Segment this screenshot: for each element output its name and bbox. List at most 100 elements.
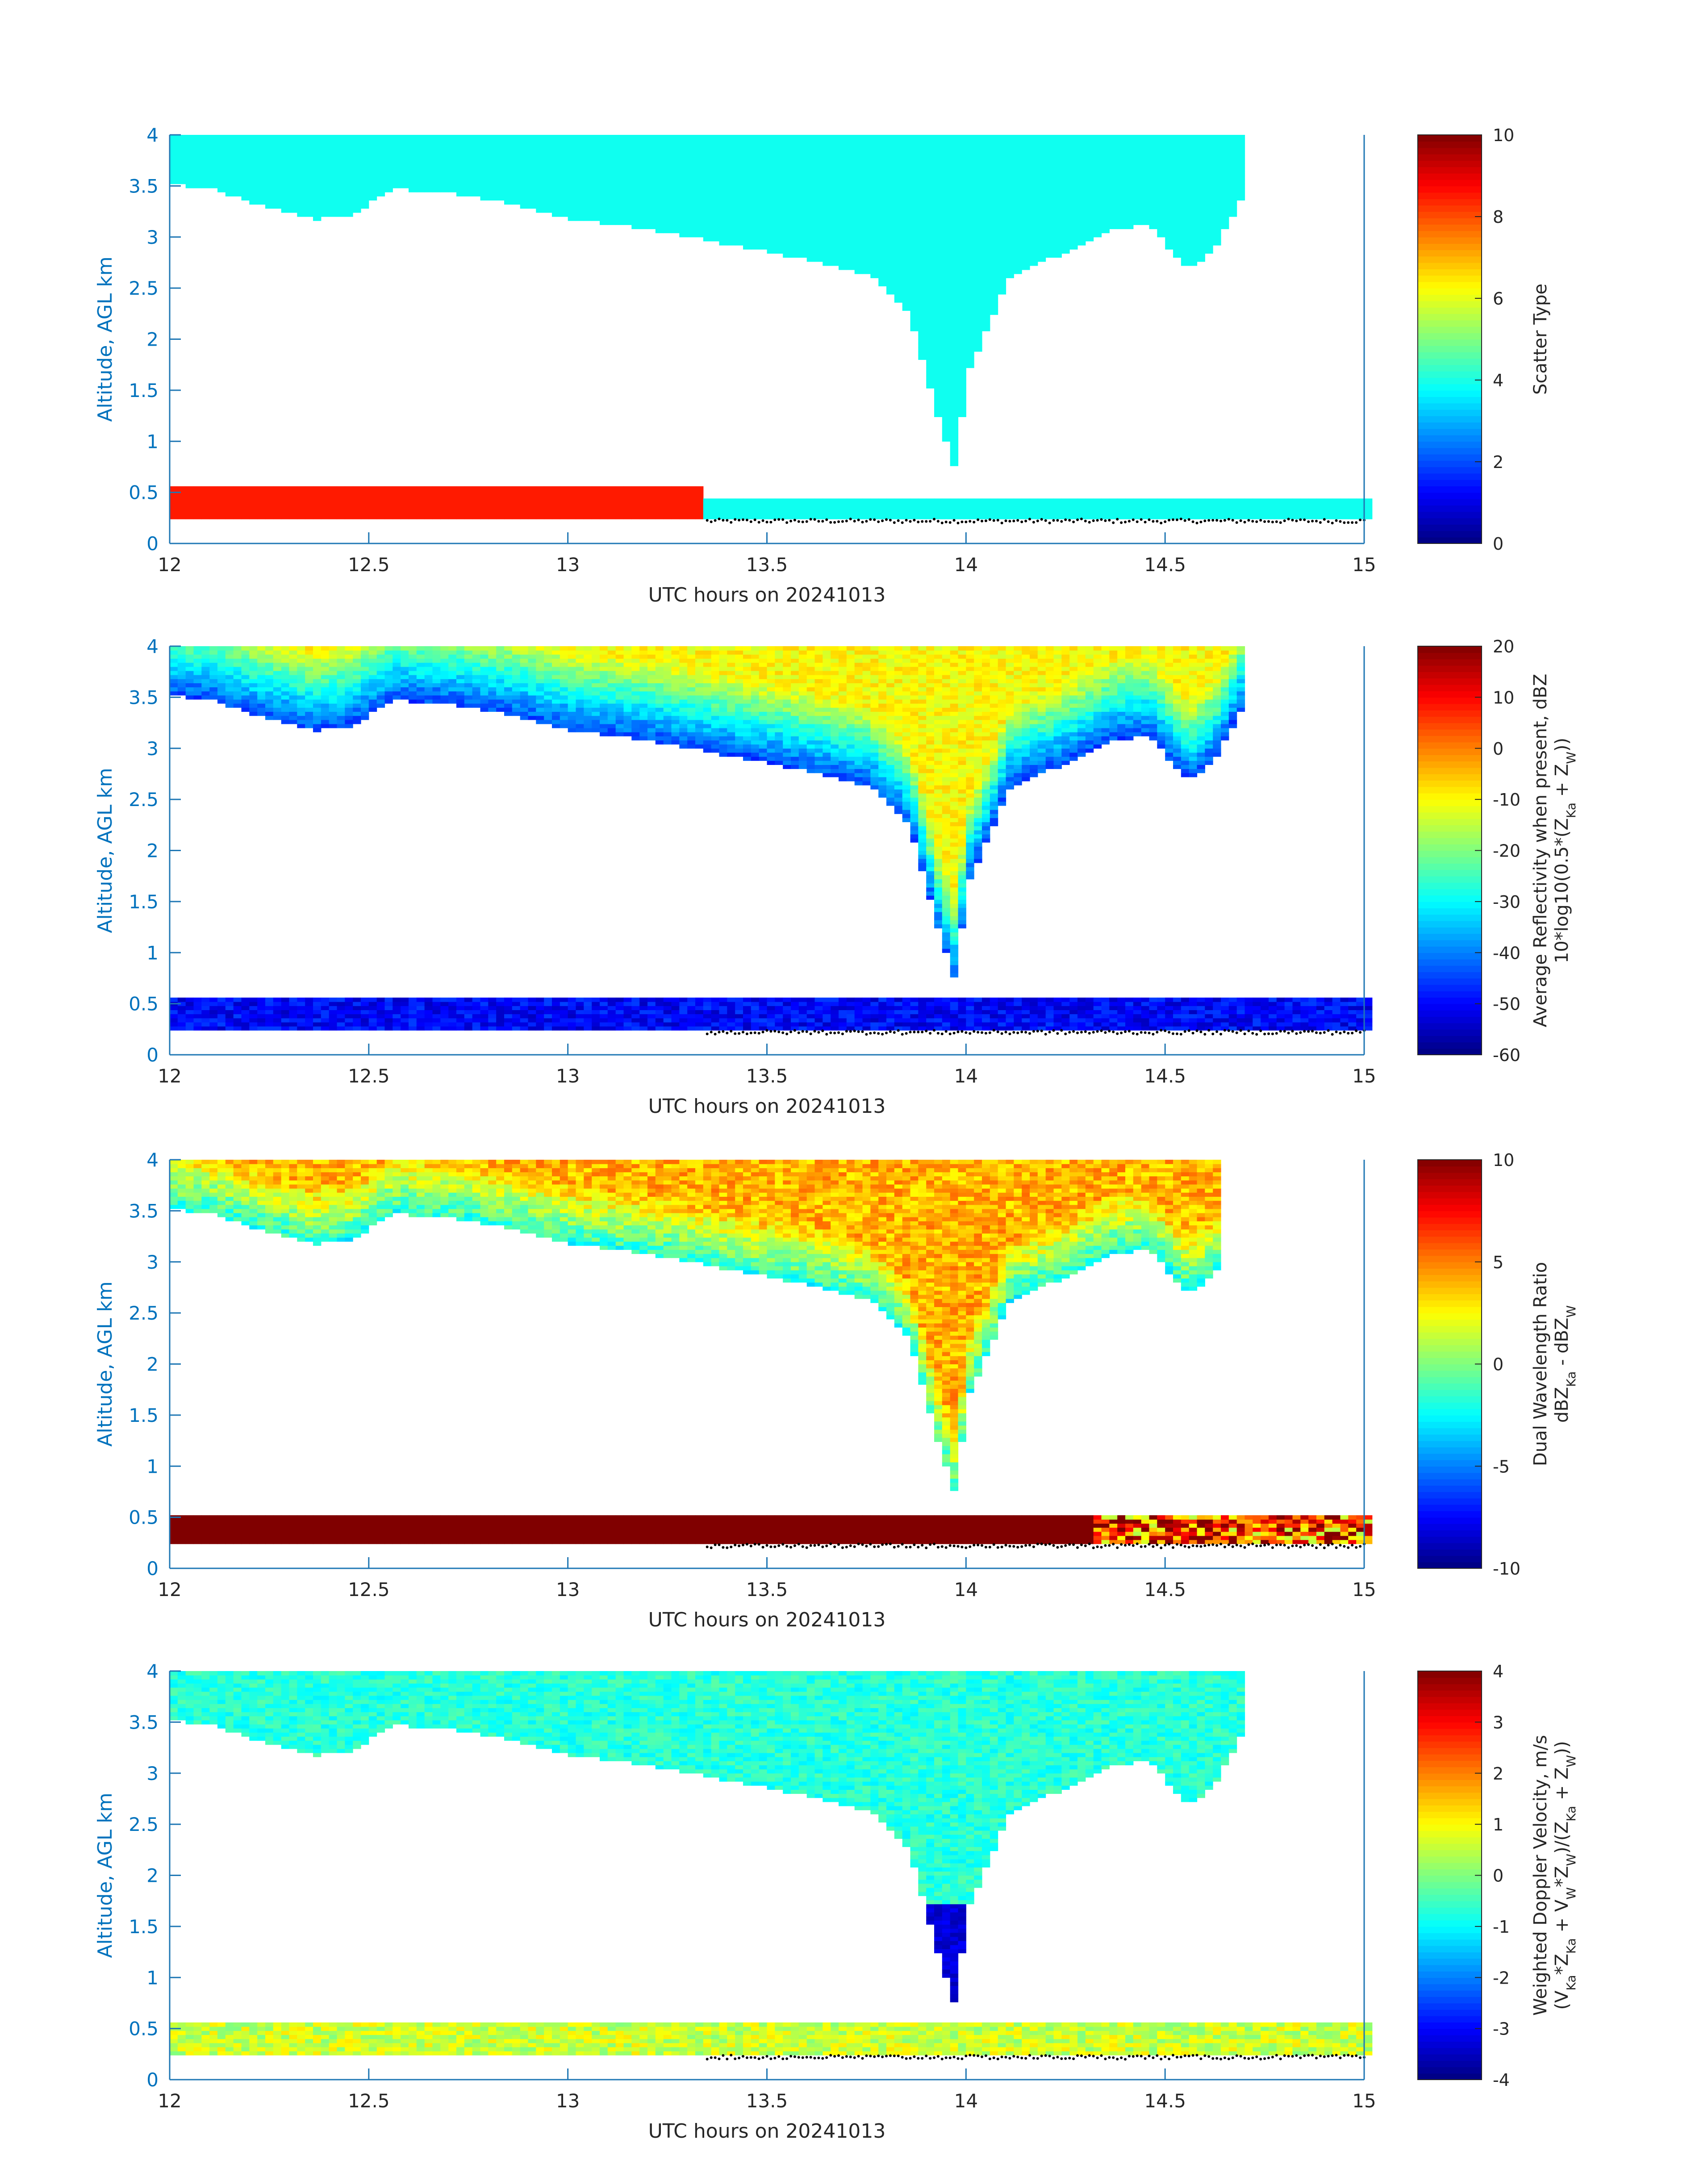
heatmap-cell [958,359,966,364]
heatmap-cell [623,180,632,184]
heatmap-cell [695,208,704,213]
heatmap-cell [185,171,194,176]
heatmap-cell [512,155,521,160]
heatmap-cell [671,139,680,143]
heatmap-cell [958,175,966,180]
heatmap-cell [1165,221,1173,225]
heatmap-cell [217,666,226,671]
heatmap-cell [536,498,544,503]
heatmap-cell [695,506,704,511]
heatmap-cell [1228,204,1237,209]
heatmap-cell [886,155,895,160]
heatmap-cell [289,498,297,503]
heatmap-cell [958,139,966,143]
heatmap-cell [862,159,871,164]
heatmap-cell [998,221,1006,225]
heatmap-cell [1101,196,1110,201]
heatmap-cell [1030,200,1038,205]
heatmap-cell [1197,167,1205,172]
heatmap-cell [982,290,990,295]
heatmap-cell [998,196,1006,201]
heatmap-cell [1356,515,1365,519]
heatmap-cell [798,212,807,217]
heatmap-cell [878,188,887,192]
ground-marker [761,519,764,522]
heatmap-cell [209,184,218,188]
heatmap-cell [528,200,536,205]
heatmap-cell [695,233,704,238]
heatmap-cell [950,151,959,156]
heatmap-cell [950,175,959,180]
heatmap-cell [464,171,473,176]
heatmap-cell [806,229,815,234]
heatmap-cell [233,703,242,708]
heatmap-cell [321,502,330,507]
heatmap-cell [1213,233,1221,238]
heatmap-cell [1101,159,1110,164]
heatmap-cell [1061,502,1070,507]
heatmap-cell [305,175,313,180]
heatmap-cell [671,217,680,221]
heatmap-cell [1006,139,1014,143]
heatmap-cell [798,184,807,188]
heatmap-cell [902,135,911,139]
heatmap-cell [894,502,903,507]
heatmap-cell [233,151,242,156]
heatmap-cell [862,506,871,511]
heatmap-cell [1324,515,1333,519]
heatmap-cell [1053,188,1062,192]
heatmap-cell [814,163,823,168]
heatmap-cell [926,290,935,295]
heatmap-cell [854,257,863,262]
heatmap-cell [735,180,743,184]
heatmap-cell [1236,192,1245,196]
heatmap-cell [942,498,951,503]
heatmap-cell [926,278,935,282]
heatmap-cell [958,208,966,213]
heatmap-cell [177,1026,186,1031]
heatmap-cell [798,241,807,246]
heatmap-cell [886,196,895,201]
heatmap-cell [615,180,624,184]
heatmap-cell [846,139,855,143]
heatmap-cell [1093,180,1102,184]
heatmap-cell [1213,135,1221,139]
heatmap-cell [273,490,282,495]
heatmap-cell [663,155,672,160]
heatmap-cell [1189,175,1198,180]
heatmap-cell [767,155,775,160]
heatmap-cell [934,274,943,278]
heatmap-cell [1101,163,1110,168]
heatmap-cell [711,171,720,176]
heatmap-cell [1133,498,1142,503]
heatmap-cell [185,670,194,675]
heatmap-cell [1300,502,1309,507]
heatmap-cell [982,257,990,262]
heatmap-cell [1069,163,1078,168]
heatmap-cell [305,171,313,176]
heatmap-cell [950,217,959,221]
heatmap-cell [862,237,871,242]
heatmap-cell [273,192,282,196]
heatmap-cell [950,384,959,389]
heatmap-cell [456,139,465,143]
heatmap-cell [1077,498,1086,503]
heatmap-cell [376,159,385,164]
heatmap-cell [655,180,664,184]
heatmap-cell [472,498,481,503]
heatmap-cell [376,515,385,519]
heatmap-cell [814,245,823,250]
heatmap-cell [289,188,297,192]
heatmap-cell [1221,143,1229,148]
heatmap-cell [1276,502,1285,507]
heatmap-cell [870,498,879,503]
heatmap-cell [170,654,178,659]
heatmap-cell [886,175,895,180]
heatmap-cell [671,163,680,168]
heatmap-cell [504,155,513,160]
heatmap-cell [201,1018,210,1023]
heatmap-cell [966,175,974,180]
heatmap-cell [329,184,338,188]
heatmap-cell [982,318,990,323]
heatmap-cell [361,180,369,184]
